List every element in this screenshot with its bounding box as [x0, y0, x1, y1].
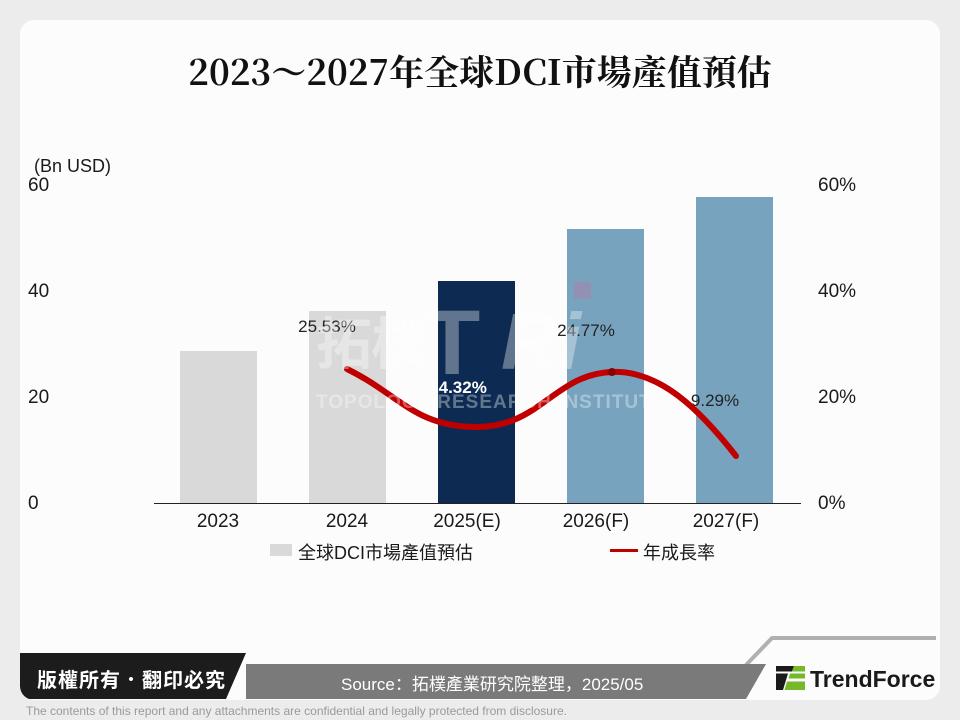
svg-text:TrendForce: TrendForce	[810, 666, 935, 692]
